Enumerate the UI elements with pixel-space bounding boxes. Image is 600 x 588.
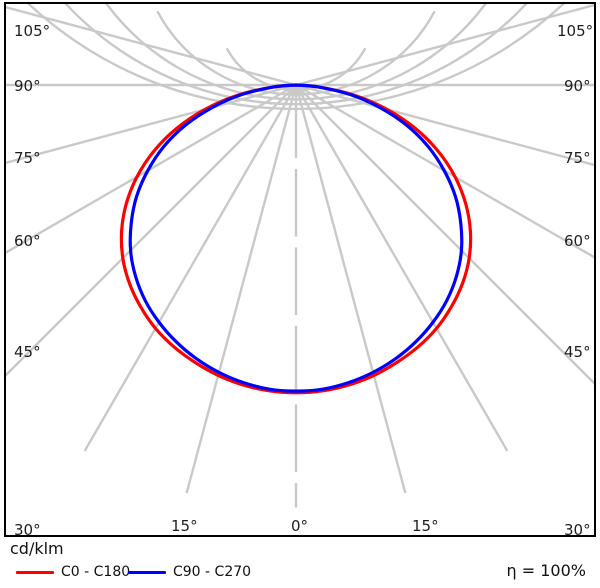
grid-spoke	[6, 83, 297, 254]
axis-tick-label: 60°	[14, 232, 41, 250]
polar-grid-and-curves	[6, 4, 594, 508]
legend-item-c0-c180: C0 - C180	[16, 563, 130, 581]
efficiency-value: η = 100%	[506, 561, 586, 580]
grid-spoke	[6, 84, 297, 377]
grid-spoke	[6, 83, 297, 164]
grid-spoke	[294, 84, 509, 452]
axis-tick-label: 90°	[564, 77, 591, 95]
grid-node-mask	[290, 158, 302, 169]
grid-spoke	[295, 4, 594, 87]
grid-node-mask	[290, 393, 302, 405]
distribution-curves	[119, 83, 473, 395]
grid-node-mask	[290, 315, 302, 326]
axis-tick-label: 60°	[564, 232, 591, 250]
axis-tick-label: 105°	[557, 22, 594, 40]
legend-swatch-c90-c270	[128, 570, 166, 574]
grid-spoke	[295, 84, 594, 385]
axis-tick-label: 75°	[14, 149, 41, 167]
grid-spoke	[295, 83, 594, 167]
axis-tick-label: 30°	[14, 521, 41, 537]
grid-spoke	[294, 84, 407, 494]
plot-area: 105° 90° 75° 60° 45° 30° 105° 90° 75° 60° 45° 30° …	[4, 2, 596, 537]
grid-spoke	[83, 84, 298, 452]
grid-node-mask	[290, 472, 302, 483]
axis-tick-label: 45°	[14, 343, 41, 361]
axis-tick-label: 75°	[564, 149, 591, 167]
legend-item-c90-c270: C90 - C270	[128, 563, 251, 581]
legend-label-c0-c180: C0 - C180	[61, 564, 131, 580]
grid-spoke	[185, 84, 298, 494]
curve-c90-c270	[128, 83, 464, 393]
axis-tick-label: 30°	[564, 521, 591, 537]
axis-tick-label: 45°	[564, 343, 591, 361]
axis-tick-label: 15°	[412, 517, 439, 535]
grid-node-mask	[290, 236, 302, 248]
axis-tick-label: 90°	[14, 77, 41, 95]
polar-grid	[6, 4, 594, 508]
axis-tick-label: 105°	[14, 22, 51, 40]
legend-swatch-c0-c180	[16, 570, 54, 574]
grid-ring	[156, 10, 436, 96]
legend-label-c90-c270: C90 - C270	[173, 564, 252, 580]
grid-spoke	[295, 83, 594, 259]
axis-tick-label: 0°	[291, 517, 309, 535]
chart-legend: cd/klm C0 - C180 C90 - C270 η = 100%	[0, 537, 600, 588]
axis-tick-label: 15°	[171, 517, 198, 535]
unit-label: cd/klm	[10, 539, 64, 558]
grid-spoke	[6, 6, 297, 87]
